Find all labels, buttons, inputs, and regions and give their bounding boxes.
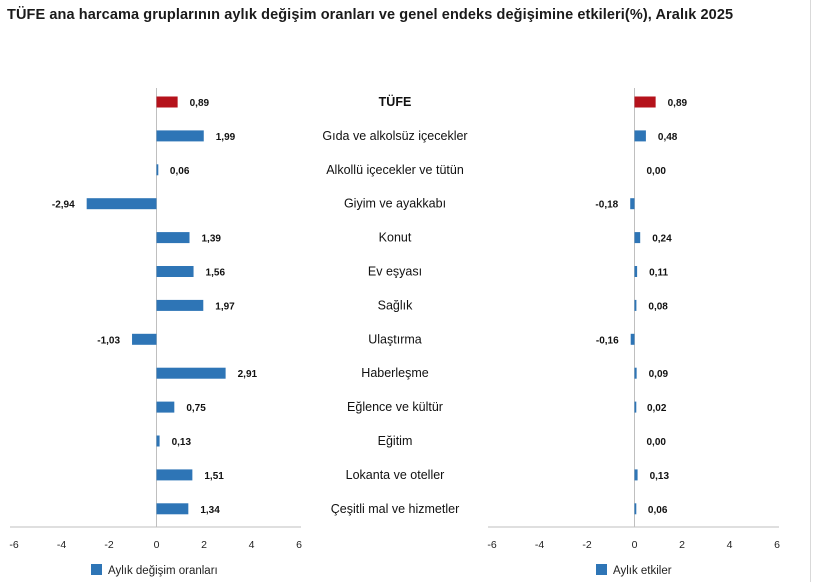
bar (634, 232, 641, 244)
bar (86, 198, 157, 210)
bar (156, 503, 189, 515)
bar (634, 266, 638, 277)
category-label: Konut (379, 231, 412, 245)
x-tick-label: -2 (582, 539, 591, 551)
data-label: 0,09 (649, 369, 669, 380)
data-label: 0,06 (648, 505, 668, 516)
x-tick-label: 4 (249, 539, 255, 551)
bar (634, 401, 637, 413)
data-label: 0,00 (647, 166, 667, 177)
data-label: 0,13 (650, 471, 670, 482)
data-label: 1,34 (200, 505, 220, 516)
category-label: Haberleşme (361, 366, 428, 380)
data-label: 0,11 (649, 268, 668, 279)
category-label: Sağlık (378, 298, 413, 312)
bar (630, 198, 635, 210)
category-label: Ulaştırma (368, 332, 422, 346)
data-label: 0,02 (647, 403, 667, 414)
category-label: Lokanta ve oteller (346, 468, 445, 482)
bar (634, 469, 638, 481)
category-label: Eğlence ve kültür (347, 400, 443, 414)
category-label: Gıda ve alkolsüz içecekler (322, 129, 467, 143)
x-tick-label: 4 (727, 539, 733, 551)
x-tick-label: 6 (774, 539, 780, 551)
data-label: 0,24 (652, 234, 672, 245)
x-tick-label: -4 (535, 539, 544, 551)
data-label: 0,08 (648, 301, 668, 312)
data-label: -2,94 (52, 200, 75, 211)
data-label: 0,00 (647, 437, 667, 448)
bar (132, 333, 157, 345)
category-label: Ev eşyası (368, 265, 422, 279)
data-label: 1,51 (204, 471, 224, 482)
x-tick-label: -4 (57, 539, 66, 551)
legend-label-2: Aylık etkiler (613, 565, 672, 577)
bar (634, 96, 656, 108)
x-tick-label: -2 (104, 539, 113, 551)
data-label: 0,48 (658, 132, 678, 143)
category-label: TÜFE (379, 94, 412, 109)
category-label: Çeşitli mal ve hizmetler (331, 502, 460, 516)
bar (634, 130, 646, 142)
x-tick-label: 2 (679, 539, 685, 551)
data-label: -0,18 (595, 200, 618, 211)
data-label: 0,06 (170, 166, 190, 177)
frame-border (810, 0, 811, 582)
data-label: 0,89 (190, 98, 210, 109)
bar (156, 232, 190, 244)
category-label: Giyim ve ayakkabı (344, 197, 446, 211)
bar (156, 266, 194, 277)
chart-title: TÜFE ana harcama gruplarının aylık değiş… (7, 7, 734, 23)
bar (634, 503, 637, 515)
x-tick-label: -6 (9, 539, 18, 551)
bar (156, 299, 204, 311)
data-label: 0,13 (172, 437, 192, 448)
bar (156, 367, 226, 379)
data-label: -1,03 (97, 335, 120, 346)
x-tick-label: -6 (487, 539, 496, 551)
legend-swatch-2 (596, 564, 607, 575)
x-tick-label: 0 (154, 539, 160, 551)
legend-label-1: Aylık değişim oranları (108, 565, 218, 577)
bar (156, 96, 178, 108)
bar (156, 401, 175, 413)
bar (630, 333, 635, 345)
data-label: 1,39 (202, 234, 222, 245)
data-label: 1,56 (206, 268, 226, 279)
x-tick-label: 6 (296, 539, 302, 551)
bar (634, 299, 637, 311)
data-label: -0,16 (596, 335, 619, 346)
bar (156, 130, 204, 142)
bar (156, 435, 160, 447)
bar (156, 164, 159, 176)
category-label: Eğitim (378, 434, 413, 448)
bar (634, 367, 637, 379)
category-label: Alkollü içecekler ve tütün (326, 163, 464, 177)
data-label: 1,97 (215, 301, 235, 312)
bar (156, 469, 193, 481)
x-tick-label: 0 (632, 539, 638, 551)
data-label: 0,89 (668, 98, 688, 109)
data-label: 0,75 (186, 403, 206, 414)
data-label: 1,99 (216, 132, 236, 143)
data-label: 2,91 (238, 369, 258, 380)
legend-swatch-1 (91, 564, 102, 575)
x-tick-label: 2 (201, 539, 207, 551)
